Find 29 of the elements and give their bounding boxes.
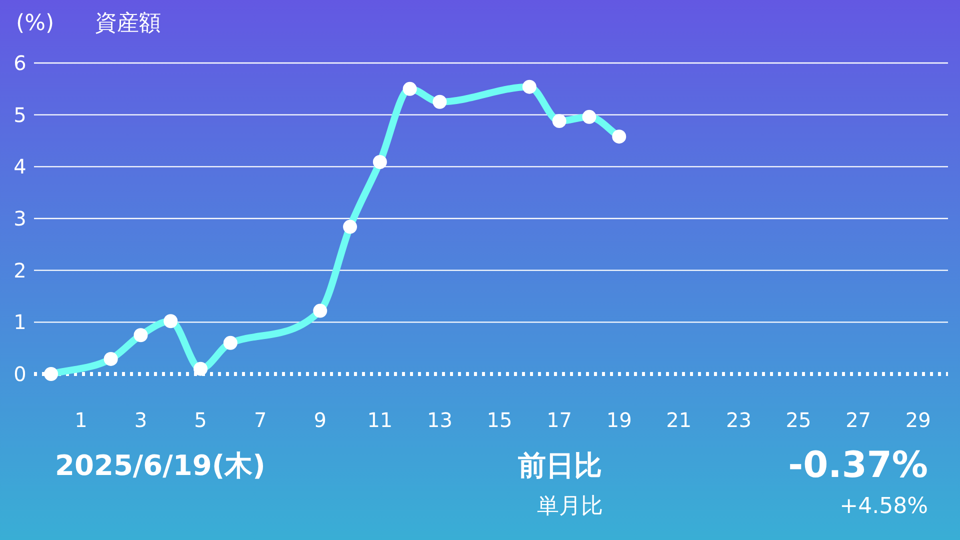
x-tick-label: 13 bbox=[426, 408, 452, 432]
text: 前日比 bbox=[517, 449, 602, 482]
text: +4.58% bbox=[840, 494, 928, 519]
text: -0.37% bbox=[788, 445, 928, 486]
x-tick-label: 25 bbox=[786, 408, 812, 432]
x-tick-label: 19 bbox=[606, 408, 632, 432]
y-tick-label: 6 bbox=[14, 51, 26, 75]
x-tick-label: 11 bbox=[367, 408, 393, 432]
y-tick-label: 4 bbox=[14, 154, 26, 179]
x-tick-label: 3 bbox=[134, 408, 148, 432]
x-tick-label: 9 bbox=[314, 408, 326, 432]
x-tick-label: 23 bbox=[726, 408, 752, 432]
text: 2025/6/19(木) bbox=[55, 449, 266, 482]
x-tick-label: 15 bbox=[486, 408, 512, 432]
x-tick-label: 1 bbox=[74, 408, 88, 432]
x-tick-label: 27 bbox=[846, 408, 872, 432]
y-tick-label: 2 bbox=[14, 258, 26, 282]
y-tick-label: 3 bbox=[14, 206, 26, 230]
y-tick-label: 0 bbox=[14, 362, 26, 386]
y-tick-label: 5 bbox=[14, 102, 26, 127]
x-tick-label: 21 bbox=[666, 408, 692, 432]
x-tick-label: 17 bbox=[546, 408, 572, 432]
chart-title: 資産額 bbox=[95, 11, 161, 36]
x-tick-label: 29 bbox=[905, 408, 931, 432]
x-tick-label: 7 bbox=[254, 408, 267, 432]
text: 単月比 bbox=[537, 494, 603, 519]
y-axis-title: (%) bbox=[16, 11, 54, 36]
y-tick-label: 1 bbox=[14, 310, 26, 334]
x-tick-label: 5 bbox=[194, 408, 207, 432]
